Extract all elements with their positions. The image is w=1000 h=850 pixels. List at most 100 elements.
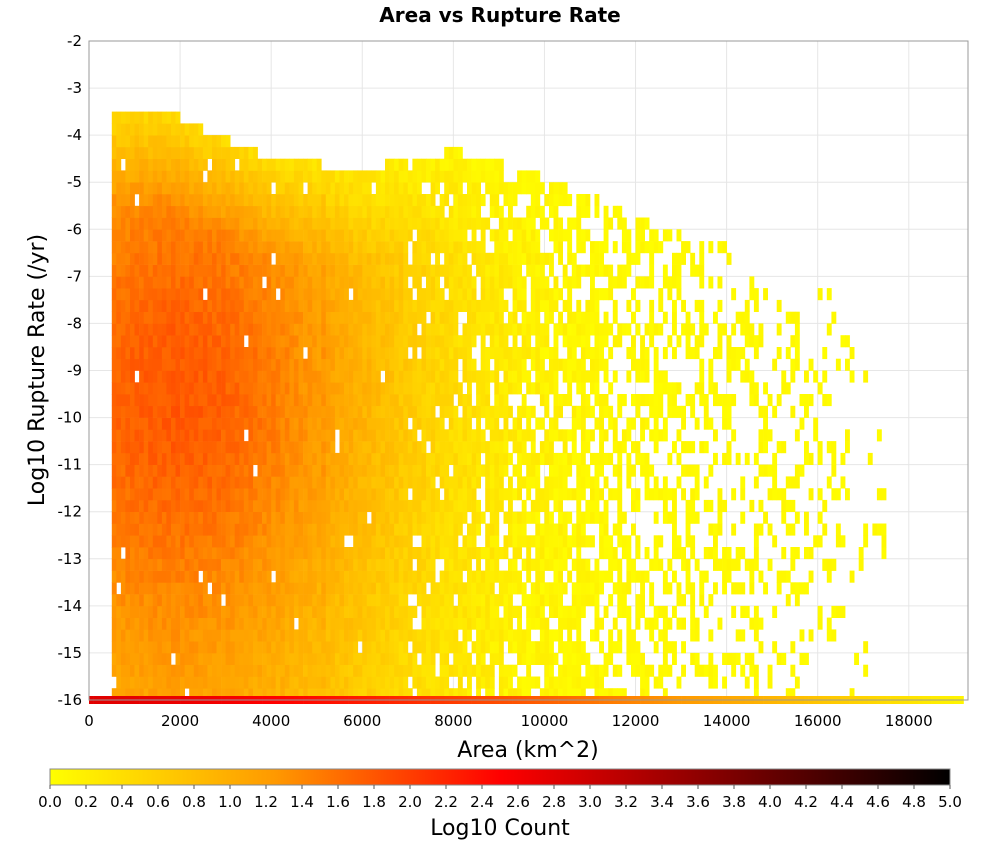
heatmap-cell bbox=[139, 276, 144, 289]
heatmap-cell bbox=[143, 582, 149, 595]
heatmap-cell bbox=[635, 252, 641, 265]
heatmap-cell bbox=[685, 523, 691, 536]
heatmap-cell bbox=[298, 535, 304, 548]
heatmap-cell bbox=[608, 688, 614, 701]
heatmap-cell bbox=[357, 570, 363, 583]
heatmap-cell bbox=[444, 382, 450, 395]
heatmap-cell bbox=[498, 582, 504, 595]
heatmap-cell bbox=[385, 488, 390, 501]
heatmap-cell bbox=[667, 558, 673, 571]
heatmap-cell bbox=[180, 664, 185, 677]
heatmap-cell bbox=[644, 276, 650, 289]
heatmap-cell bbox=[544, 382, 550, 395]
heatmap-cell bbox=[617, 558, 623, 571]
heatmap-cell bbox=[535, 535, 541, 548]
heatmap-cell bbox=[266, 535, 272, 548]
heatmap-cell bbox=[558, 605, 563, 618]
heatmap-cell bbox=[307, 194, 313, 207]
heatmap-cell bbox=[312, 676, 318, 689]
heatmap-cell bbox=[212, 311, 217, 324]
heatmap-cell bbox=[166, 311, 172, 324]
heatmap-cell bbox=[626, 570, 632, 583]
heatmap-cell bbox=[394, 417, 399, 430]
heatmap-cell bbox=[476, 594, 481, 607]
heatmap-cell bbox=[148, 523, 154, 536]
heatmap-cell bbox=[662, 429, 668, 442]
heatmap-cell bbox=[380, 217, 386, 230]
heatmap-cell bbox=[608, 288, 614, 301]
heatmap-cell bbox=[180, 570, 185, 583]
heatmap-cell bbox=[207, 558, 213, 571]
heatmap-cell bbox=[330, 323, 336, 336]
heatmap-cell bbox=[539, 652, 545, 665]
heatmap-cell bbox=[275, 394, 281, 407]
heatmap-cell bbox=[257, 158, 263, 171]
heatmap-cell bbox=[266, 676, 272, 689]
heatmap-cell bbox=[662, 664, 668, 677]
heatmap-cell bbox=[248, 241, 254, 254]
heatmap-cell bbox=[439, 617, 445, 630]
heatmap-cell bbox=[166, 605, 172, 618]
heatmap-cell bbox=[453, 558, 459, 571]
heatmap-cell bbox=[316, 229, 322, 242]
heatmap-cell bbox=[448, 146, 454, 159]
heatmap-cell bbox=[175, 594, 181, 607]
heatmap-cell bbox=[421, 288, 427, 301]
heatmap-cell bbox=[385, 535, 390, 548]
heatmap-cell bbox=[239, 464, 245, 477]
heatmap-cell bbox=[298, 676, 304, 689]
heatmap-cell bbox=[120, 429, 126, 442]
heatmap-cell bbox=[330, 288, 336, 301]
heatmap-cell bbox=[631, 288, 636, 301]
heatmap-cell bbox=[681, 323, 686, 336]
heatmap-cell bbox=[280, 194, 286, 207]
heatmap-cell bbox=[603, 394, 609, 407]
heatmap-cell bbox=[471, 523, 477, 536]
heatmap-cell bbox=[248, 264, 254, 277]
heatmap-cell bbox=[375, 347, 381, 360]
heatmap-cell bbox=[567, 511, 573, 524]
heatmap-cell bbox=[357, 488, 363, 501]
heatmap-cell bbox=[430, 217, 436, 230]
heatmap-cell bbox=[166, 452, 172, 465]
heatmap-cell bbox=[171, 523, 176, 536]
heatmap-cell bbox=[371, 558, 377, 571]
heatmap-cell bbox=[476, 641, 481, 654]
heatmap-cell bbox=[535, 323, 541, 336]
heatmap-cell bbox=[485, 170, 491, 183]
heatmap-cell bbox=[116, 464, 122, 477]
heatmap-cell bbox=[321, 523, 327, 536]
heatmap-cell bbox=[143, 547, 149, 560]
heatmap-cell bbox=[558, 217, 563, 230]
heatmap-cell bbox=[275, 547, 281, 560]
heatmap-cell bbox=[585, 335, 591, 348]
heatmap-cell bbox=[380, 688, 386, 701]
heatmap-cell bbox=[498, 311, 504, 324]
heatmap-cell bbox=[489, 288, 495, 301]
heatmap-cell bbox=[489, 499, 495, 512]
heatmap-cell bbox=[157, 170, 163, 183]
heatmap-cell bbox=[212, 276, 217, 289]
heatmap-cell bbox=[257, 241, 263, 254]
heatmap-cell bbox=[202, 476, 208, 489]
heatmap-cell bbox=[508, 570, 513, 583]
heatmap-cell bbox=[234, 276, 240, 289]
heatmap-cell bbox=[526, 605, 532, 618]
heatmap-cell bbox=[539, 288, 545, 301]
heatmap-cell bbox=[594, 558, 600, 571]
heatmap-cell bbox=[353, 394, 359, 407]
heatmap-cell bbox=[253, 382, 258, 395]
heatmap-cell bbox=[212, 158, 217, 171]
heatmap-cell bbox=[494, 264, 500, 277]
heatmap-cell bbox=[130, 241, 135, 254]
heatmap-cell bbox=[180, 488, 185, 501]
heatmap-cell bbox=[344, 405, 349, 418]
heatmap-cell bbox=[180, 205, 185, 218]
heatmap-cell bbox=[576, 276, 582, 289]
heatmap-cell bbox=[385, 547, 390, 560]
heatmap-cell bbox=[366, 452, 372, 465]
heatmap-cell bbox=[321, 217, 327, 230]
heatmap-cell bbox=[444, 688, 450, 701]
heatmap-cell bbox=[535, 276, 541, 289]
heatmap-cell bbox=[407, 182, 413, 195]
